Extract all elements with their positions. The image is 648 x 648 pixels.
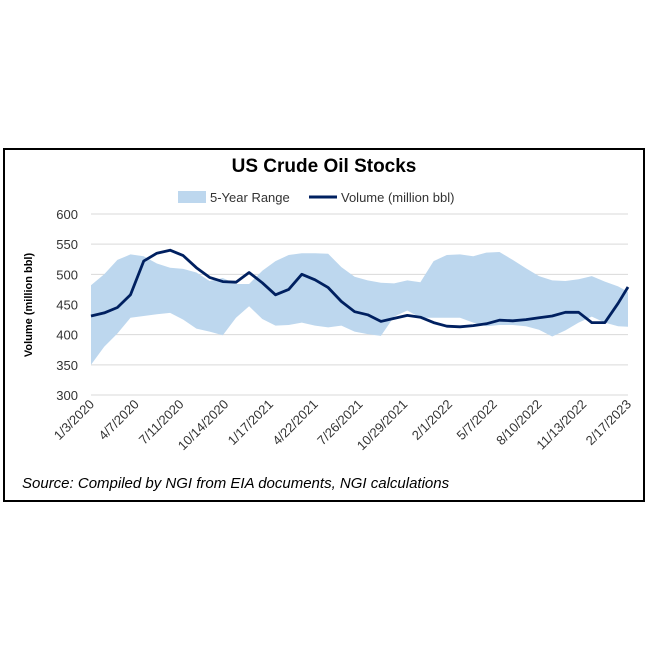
x-tick-label: 2/17/2023 bbox=[583, 397, 635, 449]
y-axis-label: Volume (million bbl) bbox=[23, 253, 35, 358]
range-band bbox=[91, 252, 628, 365]
chart-frame bbox=[3, 148, 645, 502]
y-tick-label: 400 bbox=[56, 328, 78, 343]
x-tick-label: 1/3/2020 bbox=[51, 397, 97, 443]
y-tick-label: 600 bbox=[56, 207, 78, 222]
legend-label-volume: Volume (million bbl) bbox=[341, 190, 454, 205]
x-tick-label: 5/7/2022 bbox=[453, 397, 499, 443]
source-note: Source: Compiled by NGI from EIA documen… bbox=[22, 475, 450, 492]
y-tick-label: 350 bbox=[56, 358, 78, 373]
legend: 5-Year Range Volume (million bbl) bbox=[178, 190, 454, 205]
chart-title: US Crude Oil Stocks bbox=[232, 156, 417, 177]
y-tick-label: 500 bbox=[56, 267, 78, 282]
x-tick-label: 4/22/2021 bbox=[269, 397, 321, 449]
volume-line bbox=[90, 248, 630, 329]
y-tick-label: 450 bbox=[56, 298, 78, 313]
y-tick-label: 300 bbox=[56, 388, 78, 403]
legend-label-range: 5-Year Range bbox=[210, 190, 290, 205]
x-tick-label: 2/1/2022 bbox=[409, 397, 455, 443]
legend-swatch-range bbox=[178, 191, 206, 203]
y-tick-label: 550 bbox=[56, 237, 78, 252]
x-tick-label: 4/7/2020 bbox=[95, 397, 141, 443]
x-tick-label: 1/17/2021 bbox=[225, 397, 277, 449]
